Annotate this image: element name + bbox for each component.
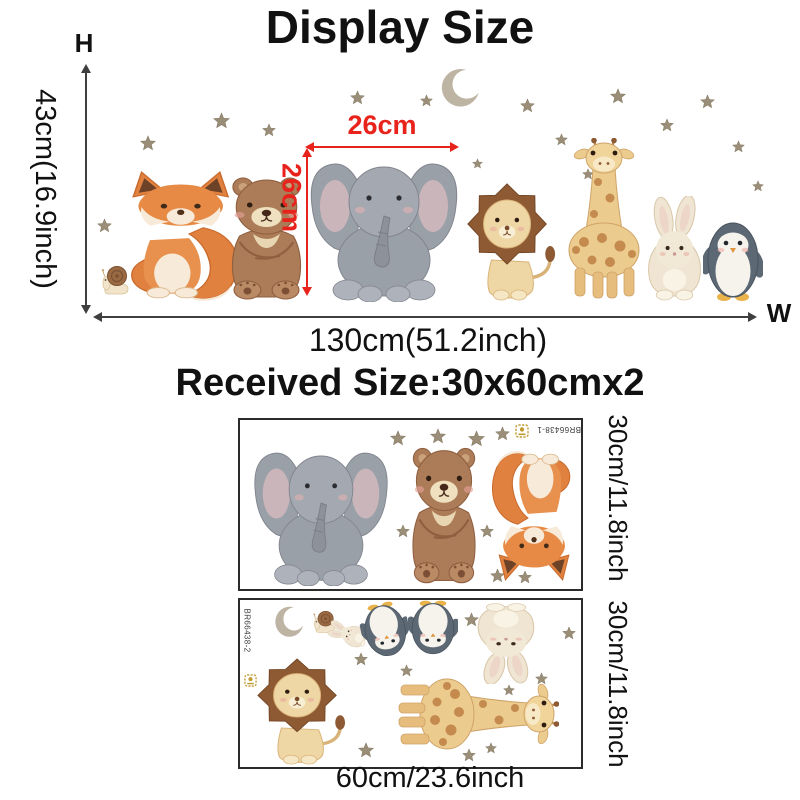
snail-illustration [101,265,129,295]
penguin-illustration-flipped [355,597,417,662]
lion-illustration [466,182,557,302]
sticker-width-dimension-arrow [305,142,459,152]
sticker-height-dimension-arrow [302,148,312,296]
sheet-bottom-size-label: 60cm/23.6inch [335,762,525,794]
height-value-label: 43cm(16.9inch) [29,89,61,289]
giraffe-illustration [567,138,641,300]
crescent-moon-icon [441,68,479,107]
crescent-moon-icon [275,606,304,637]
sticker-sheet-2: BR66438-2 [238,597,583,769]
sheet2-code: BR66438-2 [242,608,252,653]
sheet1-scene [254,424,571,586]
width-value-label: 130cm(51.2inch) [308,322,548,358]
fox-illustration-flipped [491,450,571,581]
height-dimension-arrow [81,64,91,314]
gold-stamp-icon [515,424,529,438]
sticker-height-label: 26cm [276,162,307,233]
height-axis-label: H [74,28,94,58]
width-dimension-arrow [93,312,757,322]
sheet1-code: BR66438-1 [536,425,582,434]
display-animals-scene [97,68,764,302]
rabbit-illustration [648,196,701,301]
rabbit-illustration-flipped [477,603,535,684]
width-axis-label: W [766,298,792,328]
lion-illustration [256,657,347,766]
fox-illustration [131,171,239,302]
sticker-width-label: 26cm [347,110,417,140]
sheet2-side-size-label: 30cm/11.8inch [603,600,633,768]
gold-stamp-icon [244,674,257,687]
elephant-illustration [310,163,458,302]
penguin-illustration [703,222,763,302]
elephant-illustration [254,452,388,586]
giraffe-illustration-lying [397,677,559,751]
penguin-illustration-flipped [408,600,458,655]
bear-illustration [411,447,477,584]
sheet2-scene [244,597,576,766]
sticker-sheet-1: BR66438-1 [238,418,583,591]
sheet1-side-size-label: 30cm/11.8inch [603,414,633,582]
page-title: Display Size [265,1,535,53]
received-size-heading: Received Size:30x60cmx2 [175,362,645,404]
